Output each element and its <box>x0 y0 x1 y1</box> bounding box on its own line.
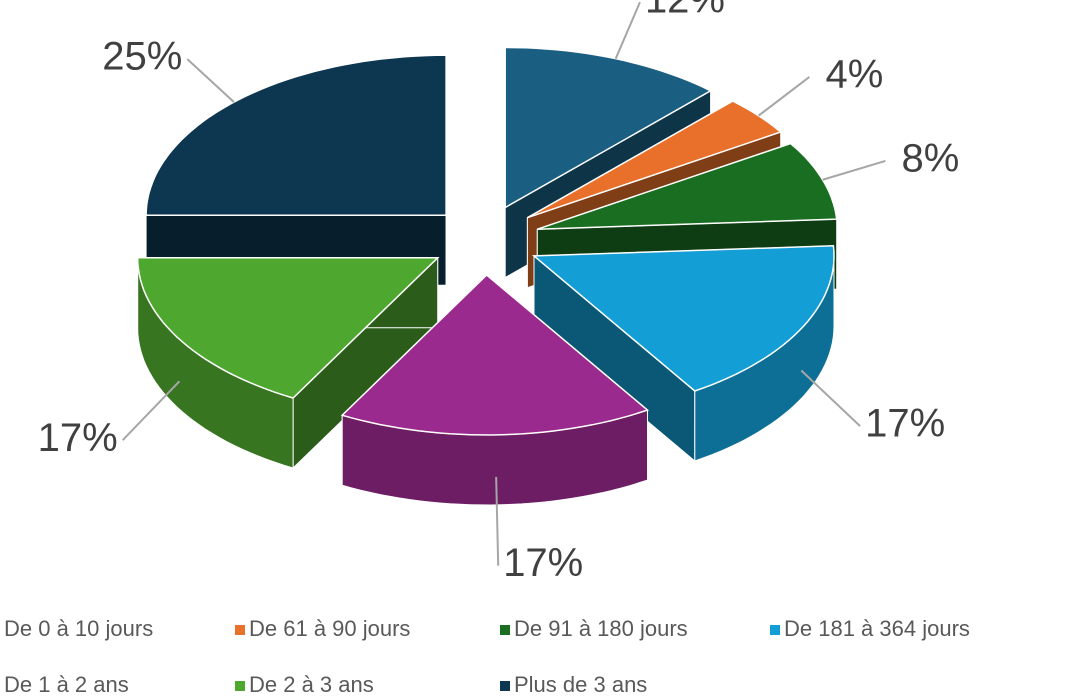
legend-label: De 181 à 364 jours <box>784 616 970 641</box>
leader-line <box>186 58 235 103</box>
leader-line <box>614 1 641 60</box>
slice <box>145 54 447 286</box>
leader-line <box>822 159 886 181</box>
legend-label: De 61 à 90 jours <box>249 616 410 641</box>
data-label: 4% <box>825 53 883 97</box>
leader-line <box>495 476 500 566</box>
legend-label: De 91 à 180 jours <box>514 616 688 641</box>
slice <box>340 273 650 506</box>
leader-line <box>757 76 810 117</box>
slice <box>532 245 835 463</box>
legend-swatch <box>770 625 780 635</box>
data-label: 17% <box>503 541 583 585</box>
slice-top <box>527 100 783 219</box>
data-label: 12% <box>645 0 725 22</box>
slice-top <box>145 54 447 217</box>
leader-line <box>800 369 861 427</box>
legend-swatch <box>500 681 510 691</box>
slice-top <box>340 273 650 436</box>
data-label: 8% <box>901 137 959 181</box>
slice-top <box>136 257 440 399</box>
data-label: 17% <box>865 402 945 446</box>
legend-swatch <box>235 681 245 691</box>
legend-label: De 2 à 3 ans <box>249 672 374 697</box>
leader-line <box>121 380 181 441</box>
legend-swatch <box>235 625 245 635</box>
legend-swatch <box>500 625 510 635</box>
slice <box>136 256 440 470</box>
data-label: 25% <box>102 35 182 79</box>
slice-top <box>537 142 838 230</box>
legend-label: Plus de 3 ans <box>514 672 647 697</box>
legend-label: De 0 à 10 jours <box>4 616 153 641</box>
legend-label: De 1 à 2 ans <box>4 672 129 697</box>
data-label: 17% <box>38 416 118 460</box>
slice-top <box>532 245 835 392</box>
